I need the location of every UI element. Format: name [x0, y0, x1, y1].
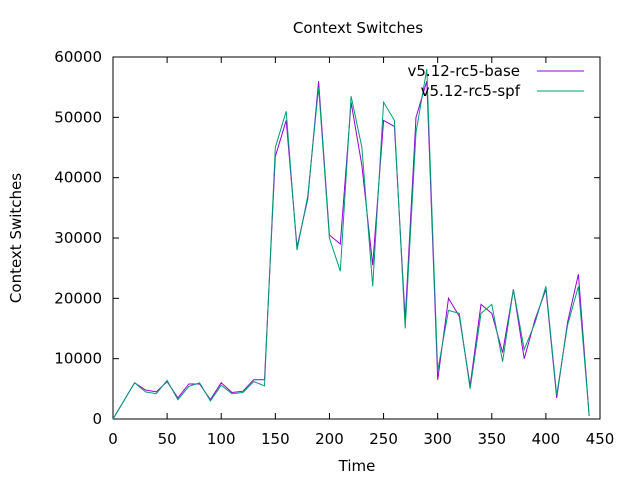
x-tick-label: 50: [158, 430, 177, 448]
x-tick-label: 350: [477, 430, 506, 448]
series-line-1: [112, 80, 590, 420]
series-line-2: [112, 69, 590, 420]
x-tick-label: 300: [423, 430, 452, 448]
x-tick-label: 100: [207, 430, 236, 448]
axis-ticks: [112, 56, 601, 420]
y-tick-label: 20000: [54, 289, 102, 307]
legend: v5.12-rc5-base v5.12-rc5-spf: [408, 62, 584, 100]
y-tick-label: 30000: [54, 229, 102, 247]
x-tick-label: 200: [315, 430, 344, 448]
y-tick-label: 50000: [54, 108, 102, 126]
series-lines: [112, 69, 590, 420]
y-tick-label: 10000: [54, 350, 102, 368]
y-tick-label: 40000: [54, 169, 102, 187]
chart-title: Context Switches: [293, 19, 423, 37]
x-axis-label: Time: [338, 457, 376, 475]
x-tick-label: 0: [108, 430, 118, 448]
legend-label-2: v5.12-rc5-spf: [421, 82, 521, 100]
legend-label-1: v5.12-rc5-base: [408, 62, 521, 80]
y-axis-label: Context Switches: [7, 173, 25, 303]
y-tick-label: 0: [92, 410, 102, 428]
axis-tick-labels: 0 50 100 150 200 250 300 350 400 450 0 10000 20000 30…: [54, 48, 614, 448]
x-tick-label: 450: [586, 430, 615, 448]
x-tick-label: 250: [369, 430, 398, 448]
y-tick-label: 60000: [54, 48, 102, 66]
x-tick-label: 150: [261, 430, 290, 448]
x-tick-label: 400: [532, 430, 561, 448]
plot-frame: [112, 56, 601, 420]
